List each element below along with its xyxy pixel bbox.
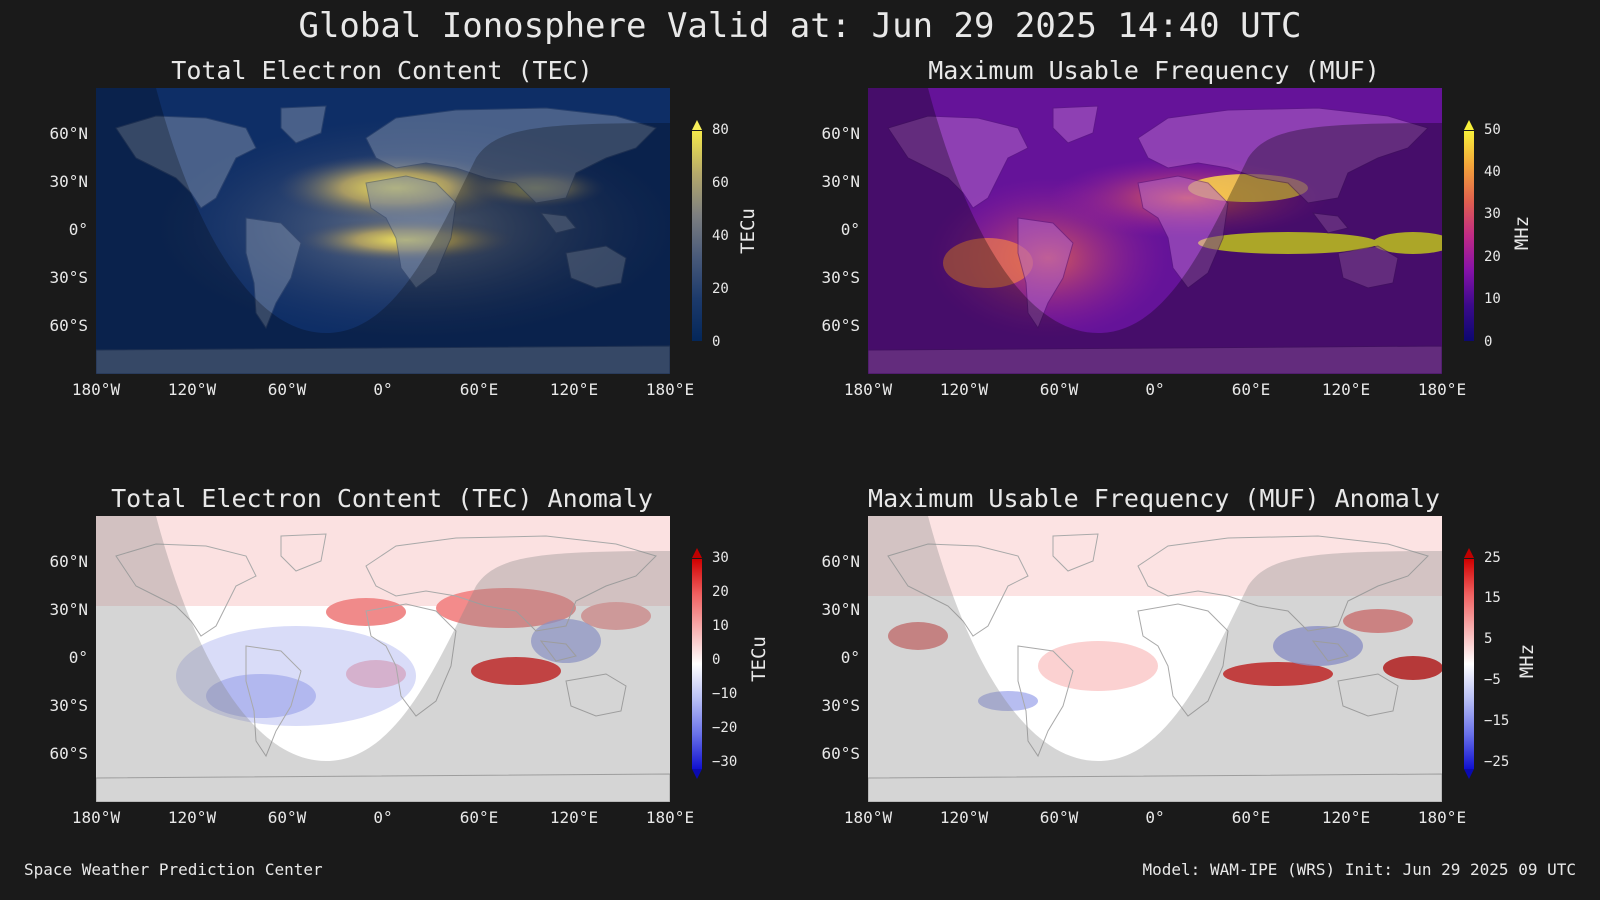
colorbar-tick: 50 [1484,122,1501,138]
lat-tick: 60°N [49,552,88,571]
colorbar-tick: 15 [1484,590,1501,606]
colorbar-tick: −25 [1484,754,1510,770]
colorbar-tick: −15 [1484,713,1510,729]
footer-model-info: Model: WAM-IPE (WRS) Init: Jun 29 2025 0… [1142,860,1576,879]
lon-tick: 180°E [1417,808,1467,827]
colorbar-tick: 0 [1484,334,1493,350]
colorbar-tick: −10 [712,686,738,702]
lat-tick: 60°S [49,744,88,763]
lat-tick: 30°S [821,268,860,287]
lon-tick: 180°W [843,380,893,399]
panel-title-muf-anomaly: Maximum Usable Frequency (MUF) Anomaly [868,484,1440,513]
lon-tick: 60°W [1039,380,1079,399]
lat-tick: 30°S [49,268,88,287]
lat-tick: 60°N [821,552,860,571]
colorbar-tick: 25 [1484,550,1501,566]
lat-tick: 60°N [49,124,88,143]
lon-tick: 180°W [71,808,121,827]
lon-tick: 60°W [1039,808,1079,827]
colorbar-tick: 0 [712,652,721,668]
colorbar-tick: 40 [1484,164,1501,180]
colorbar-tick: 30 [1484,206,1501,222]
map-muf-anomaly [868,516,1442,802]
map-muf [868,88,1442,374]
colorbar-label: MHz [1511,215,1534,251]
colorbar-tick: 5 [1484,631,1493,647]
colorbar-gradient [692,559,702,769]
lat-tick: 60°N [821,124,860,143]
lon-tick: 0° [1145,380,1165,399]
lat-tick: 30°S [821,696,860,715]
colorbar-tick: −20 [712,720,738,736]
colorbar-tick: 80 [712,122,729,138]
lon-tick: 180°E [645,808,695,827]
lon-tick: 120°W [939,808,989,827]
lon-tick: 120°E [1321,380,1371,399]
lon-tick: 0° [373,808,393,827]
map-tec-anomaly [96,516,670,802]
colorbar-gradient [692,131,702,341]
lon-tick: 120°W [939,380,989,399]
lon-tick: 60°E [1231,380,1271,399]
colorbar-label: TECu [736,208,759,254]
lon-tick: 120°W [167,380,217,399]
colorbar-arrow-up [1464,548,1474,558]
lat-tick: 0° [68,648,88,667]
colorbar-arrow-down [692,769,702,779]
colorbar-arrow-up [1464,120,1474,130]
lat-tick: 0° [840,648,860,667]
colorbar-arrow-down [1464,769,1474,779]
lon-tick: 60°W [267,808,307,827]
lat-tick: 60°S [821,316,860,335]
colorbar-tick: −30 [712,754,738,770]
lon-tick: 120°W [167,808,217,827]
lon-tick: 120°E [549,808,599,827]
colorbar-tick: −5 [1484,672,1501,688]
lat-tick: 30°N [821,600,860,619]
lon-tick: 0° [1145,808,1165,827]
colorbar-tick: 20 [712,584,729,600]
lat-tick: 30°N [49,172,88,191]
lon-tick: 120°E [1321,808,1371,827]
colorbar-tick: 0 [712,334,721,350]
lat-tick: 30°N [821,172,860,191]
lon-tick: 180°W [843,808,893,827]
lat-tick: 60°S [49,316,88,335]
panel-title-tec: Total Electron Content (TEC) [171,56,593,85]
lon-tick: 180°W [71,380,121,399]
lat-tick: 30°S [49,696,88,715]
colorbar-gradient [1464,131,1474,341]
page-title: Global Ionosphere Valid at: Jun 29 2025 … [298,6,1302,46]
lon-tick: 180°E [1417,380,1467,399]
colorbar-arrow-up [692,548,702,558]
lat-tick: 0° [68,220,88,239]
colorbar-tick: 40 [712,228,729,244]
map-tec [96,88,670,374]
colorbar-gradient [1464,559,1474,769]
colorbar-label: MHz [1516,643,1539,679]
lat-tick: 30°N [49,600,88,619]
colorbar-tick: 10 [712,618,729,634]
panel-title-tec-anomaly: Total Electron Content (TEC) Anomaly [111,484,653,513]
lon-tick: 60°E [459,380,499,399]
colorbar-arrow-up [692,120,702,130]
lon-tick: 180°E [645,380,695,399]
colorbar-tick: 30 [712,550,729,566]
colorbar-tick: 60 [712,175,729,191]
lat-tick: 0° [840,220,860,239]
lon-tick: 120°E [549,380,599,399]
colorbar-tick: 20 [712,281,729,297]
lon-tick: 60°W [267,380,307,399]
lon-tick: 60°E [1231,808,1271,827]
colorbar-tick: 10 [1484,291,1501,307]
colorbar-label: TECu [747,636,770,682]
lon-tick: 60°E [459,808,499,827]
footer-source: Space Weather Prediction Center [24,860,323,879]
colorbar-tick: 20 [1484,249,1501,265]
panel-title-muf: Maximum Usable Frequency (MUF) [928,56,1380,85]
lat-tick: 60°S [821,744,860,763]
lon-tick: 0° [373,380,393,399]
